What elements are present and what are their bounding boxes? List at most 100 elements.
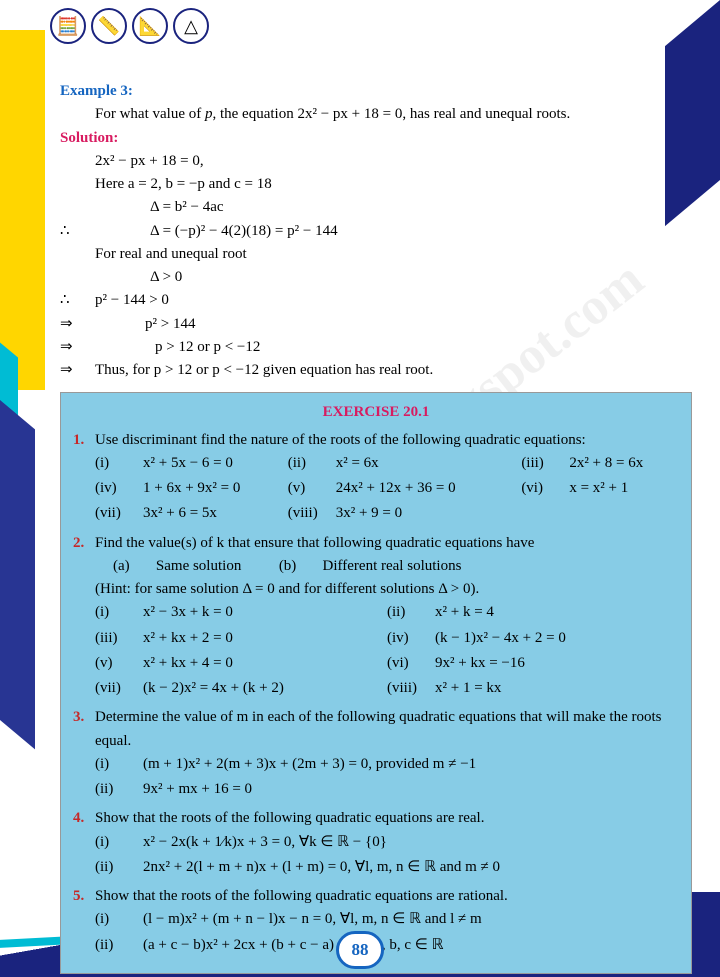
solution-line: p > 12 or p < −12	[95, 336, 260, 359]
math-symbol: ⇒	[60, 313, 95, 336]
option: (vii)(k − 2)x² = 4x + (k + 2)	[95, 677, 387, 700]
option-equation: 9x² + kx = −16	[435, 652, 525, 675]
option-list: (i)x² − 3x + k = 0(ii)x² + k = 4(iii)x² …	[73, 601, 679, 702]
option: (iv)(k − 1)x² − 4x + 2 = 0	[387, 627, 679, 650]
option-number: (ii)	[95, 934, 143, 957]
page-content: Example 3: For what value of p, the equa…	[60, 80, 692, 974]
question-hint: (Hint: for same solution Δ = 0 and for d…	[73, 578, 679, 601]
option: (ii)9x² + mx + 16 = 0	[95, 778, 679, 801]
option: (iii)2x² + 8 = 6x	[521, 452, 679, 475]
option-equation: 2nx² + 2(l + m + n)x + (l + m) = 0, ∀l, …	[143, 856, 500, 879]
option: (i)x² − 2x(k + 1⁄k)x + 3 = 0, ∀k ∈ ℝ − {…	[95, 831, 679, 854]
option: (vi)9x² + kx = −16	[387, 652, 679, 675]
question-text: Find the value(s) of k that ensure that …	[95, 532, 679, 555]
math-symbol: ⇒	[60, 336, 95, 359]
option-equation: x² + kx + 2 = 0	[143, 627, 233, 650]
math-symbol: ∴	[60, 289, 95, 312]
question: 2.Find the value(s) of k that ensure tha…	[73, 532, 679, 555]
exercise-box: EXERCISE 20.1 1.Use discriminant find th…	[60, 392, 692, 974]
option: (ii)2nx² + 2(l + m + n)x + (l + m) = 0, …	[95, 856, 679, 879]
option-equation: 24x² + 12x + 36 = 0	[336, 477, 456, 500]
option: (viii)x² + 1 = kx	[387, 677, 679, 700]
option-equation: (m + 1)x² + 2(m + 3)x + (2m + 3) = 0, pr…	[143, 753, 476, 776]
exercise-title: EXERCISE 20.1	[73, 401, 679, 424]
option-number: (vii)	[95, 677, 143, 700]
option-number: (iv)	[95, 477, 143, 500]
option-number: (vii)	[95, 502, 143, 525]
option-number: (i)	[95, 452, 143, 475]
option-equation: (a + c − b)x² + 2cx + (b + c − a) = 0, ∀…	[143, 934, 444, 957]
cone-icon: △	[173, 8, 209, 44]
option: (viii)3x² + 9 = 0	[288, 502, 522, 525]
option-number: (iii)	[521, 452, 569, 475]
solution-line: Δ > 0	[95, 266, 182, 289]
calculator-icon: 🧮	[50, 8, 86, 44]
option: (v)x² + kx + 4 = 0	[95, 652, 387, 675]
question: 5.Show that the roots of the following q…	[73, 885, 679, 908]
page-number: 88	[336, 931, 384, 969]
option: (i)x² + 5x − 6 = 0	[95, 452, 288, 475]
option: (ii)x² + k = 4	[387, 601, 679, 624]
option-list: (i)x² − 2x(k + 1⁄k)x + 3 = 0, ∀k ∈ ℝ − {…	[73, 831, 679, 882]
example-prompt: For what value of p, the equation 2x² − …	[60, 103, 692, 126]
option-equation: x² + kx + 4 = 0	[143, 652, 233, 675]
compass-icon: 📐	[132, 8, 168, 44]
option-number: (v)	[95, 652, 143, 675]
option-number: (i)	[95, 831, 143, 854]
option: (iv)1 + 6x + 9x² = 0	[95, 477, 288, 500]
solution-line: p² − 144 > 0	[95, 289, 169, 312]
question: 4.Show that the roots of the following q…	[73, 807, 679, 830]
math-symbol: ∴	[60, 220, 95, 243]
option-number: (i)	[95, 753, 143, 776]
option: (ii)(a + c − b)x² + 2cx + (b + c − a) = …	[95, 934, 679, 957]
option-list: (i)x² + 5x − 6 = 0(ii)x² = 6x(iii)2x² + …	[73, 452, 679, 528]
option: (ii)x² = 6x	[288, 452, 522, 475]
option-number: (ii)	[387, 601, 435, 624]
option: (i)x² − 3x + k = 0	[95, 601, 387, 624]
option-equation: x² − 3x + k = 0	[143, 601, 233, 624]
option-number: (i)	[95, 601, 143, 624]
question-subparts: (a) Same solution (b) Different real sol…	[73, 555, 679, 578]
option-number: (iii)	[95, 627, 143, 650]
option-equation: 3x² + 9 = 0	[336, 502, 402, 525]
option-equation: 1 + 6x + 9x² = 0	[143, 477, 240, 500]
option: (vi)x = x² + 1	[521, 477, 679, 500]
exercise-questions: 1.Use discriminant find the nature of th…	[73, 429, 679, 959]
option-number: (viii)	[288, 502, 336, 525]
option: (iii)x² + kx + 2 = 0	[95, 627, 387, 650]
option-equation: (k − 2)x² = 4x + (k + 2)	[143, 677, 284, 700]
option-number: (iv)	[387, 627, 435, 650]
solution-line: Thus, for p > 12 or p < −12 given equati…	[95, 359, 433, 382]
solution-line: Δ = b² − 4ac	[95, 196, 224, 219]
option-number: (ii)	[95, 778, 143, 801]
question-text: Use discriminant find the nature of the …	[95, 429, 679, 452]
option-number: (v)	[288, 477, 336, 500]
question-number: 1.	[73, 429, 95, 452]
question: 3.Determine the value of m in each of th…	[73, 706, 679, 753]
option-equation: x² + k = 4	[435, 601, 494, 624]
solution-body: 2x² − px + 18 = 0,Here a = 2, b = −p and…	[60, 150, 692, 383]
example-heading: Example 3:	[60, 80, 692, 103]
option-number: (vi)	[521, 477, 569, 500]
solution-line: p² > 144	[95, 313, 195, 336]
question-number: 5.	[73, 885, 95, 908]
solution-line: For real and unequal root	[95, 243, 247, 266]
question-text: Show that the roots of the following qua…	[95, 807, 679, 830]
option-number: (i)	[95, 908, 143, 931]
solution-line: 2x² − px + 18 = 0,	[95, 150, 204, 173]
option-equation: x² + 1 = kx	[435, 677, 501, 700]
question-text: Determine the value of m in each of the …	[95, 706, 679, 753]
option-equation: x = x² + 1	[569, 477, 628, 500]
option: (vii)3x² + 6 = 5x	[95, 502, 288, 525]
question-number: 4.	[73, 807, 95, 830]
question-number: 3.	[73, 706, 95, 753]
option: (v)24x² + 12x + 36 = 0	[288, 477, 522, 500]
option-number: (ii)	[95, 856, 143, 879]
option: (i)(l − m)x² + (m + n − l)x − n = 0, ∀l,…	[95, 908, 679, 931]
header-icons: 🧮 📏 📐 △	[50, 8, 209, 44]
option-number: (ii)	[288, 452, 336, 475]
question-text: Show that the roots of the following qua…	[95, 885, 679, 908]
option-equation: (k − 1)x² − 4x + 2 = 0	[435, 627, 566, 650]
option-equation: 9x² + mx + 16 = 0	[143, 778, 252, 801]
solution-heading: Solution:	[60, 127, 692, 150]
